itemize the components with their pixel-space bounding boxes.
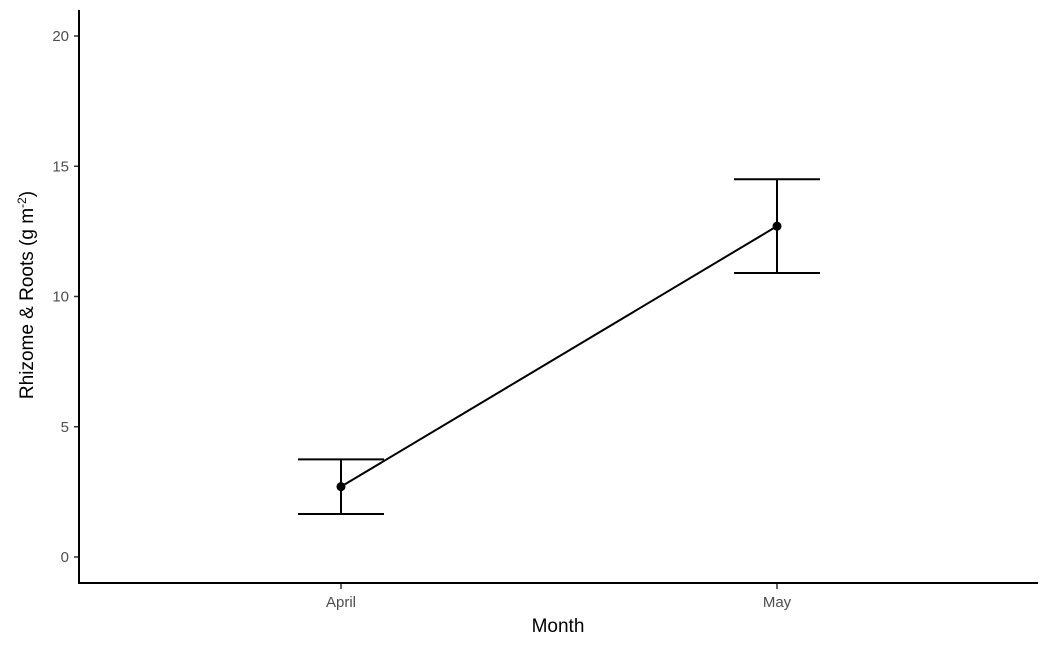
y-tick-label: 20	[52, 28, 69, 45]
y-tick-label: 0	[61, 549, 69, 566]
y-axis-title-superscript: -2	[15, 197, 29, 208]
y-tick-label: 5	[61, 419, 69, 436]
y-tick-label: 10	[52, 289, 69, 306]
y-axis-title: Rhizome & Roots (g m-2)	[15, 191, 38, 399]
series-group	[298, 178, 820, 516]
series-line	[340, 225, 778, 488]
x-axis-ticks: April May	[326, 584, 792, 611]
data-point	[336, 482, 346, 492]
x-axis-title: Month	[532, 616, 585, 637]
y-axis-title-main: Rhizome & Roots (g m	[17, 208, 38, 399]
y-tick-label: 15	[52, 158, 69, 175]
data-point	[772, 221, 782, 231]
y-axis-ticks: 0 5 10 15 20	[52, 28, 79, 566]
y-axis-title-suffix: )	[17, 191, 38, 197]
x-tick-label: April	[326, 594, 356, 611]
x-tick-label: May	[763, 594, 792, 611]
